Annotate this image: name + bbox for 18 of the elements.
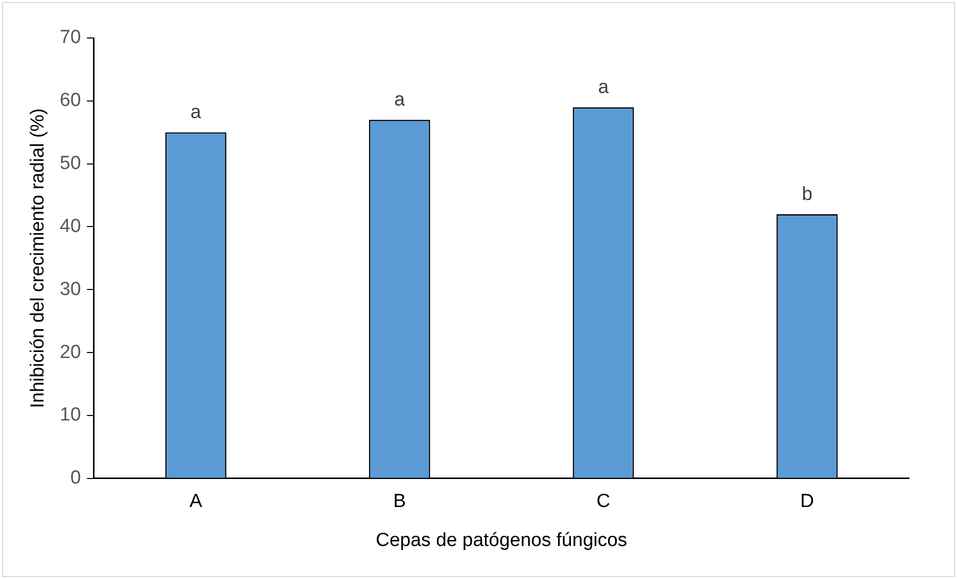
y-tick-label: 70 xyxy=(60,27,81,48)
y-tick-label: 10 xyxy=(60,404,81,426)
x-axis-title: Cepas de patógenos fúngicos xyxy=(376,530,628,551)
y-tick-label: 60 xyxy=(60,90,81,112)
y-tick-label: 40 xyxy=(60,216,81,237)
y-tick-label: 30 xyxy=(60,278,81,300)
annotation: a xyxy=(394,90,406,111)
y-tick-label: 0 xyxy=(70,468,81,489)
y-tick-label: 50 xyxy=(60,153,81,174)
y-axis-title: Inhibición del crecimiento radial (%) xyxy=(28,108,49,408)
x-tick-label: D xyxy=(800,491,814,512)
x-tick-label: B xyxy=(393,491,406,512)
x-tick-label: C xyxy=(596,491,610,512)
annotation: a xyxy=(598,76,610,98)
annotation: a xyxy=(190,102,202,124)
x-tick-label: A xyxy=(189,491,202,512)
annotation: b xyxy=(802,184,812,205)
y-tick-label: 20 xyxy=(60,342,81,363)
